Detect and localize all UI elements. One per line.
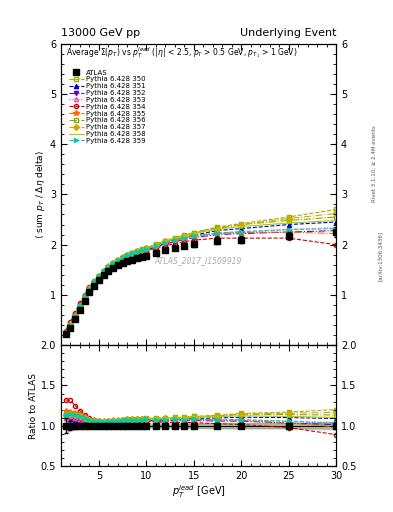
X-axis label: $p_T^{lead}$ [GeV]: $p_T^{lead}$ [GeV] — [172, 483, 225, 500]
Y-axis label: Ratio to ATLAS: Ratio to ATLAS — [29, 373, 38, 439]
Text: 13000 GeV pp: 13000 GeV pp — [61, 28, 140, 38]
Text: Underlying Event: Underlying Event — [239, 28, 336, 38]
Text: ATLAS_2017_I1509919: ATLAS_2017_I1509919 — [155, 256, 242, 265]
Text: [arXiv:1306.3436]: [arXiv:1306.3436] — [378, 231, 383, 281]
Legend: ATLAS, Pythia 6.428 350, Pythia 6.428 351, Pythia 6.428 352, Pythia 6.428 353, P: ATLAS, Pythia 6.428 350, Pythia 6.428 35… — [67, 68, 147, 145]
Y-axis label: $\langle$ sum $p_T$ / $\Delta\eta$ delta$\rangle$: $\langle$ sum $p_T$ / $\Delta\eta$ delta… — [34, 150, 47, 239]
Bar — [61, 423, 336, 428]
Text: Average $\Sigma(p_T)$ vs $p_T^{lead}$ ($|\eta|$ < 2.5, $p_T$ > 0.5 GeV, $p_{T_1}: Average $\Sigma(p_T)$ vs $p_T^{lead}$ ($… — [66, 45, 298, 60]
Text: Rivet 3.1.10, ≥ 2.4M events: Rivet 3.1.10, ≥ 2.4M events — [372, 125, 376, 202]
